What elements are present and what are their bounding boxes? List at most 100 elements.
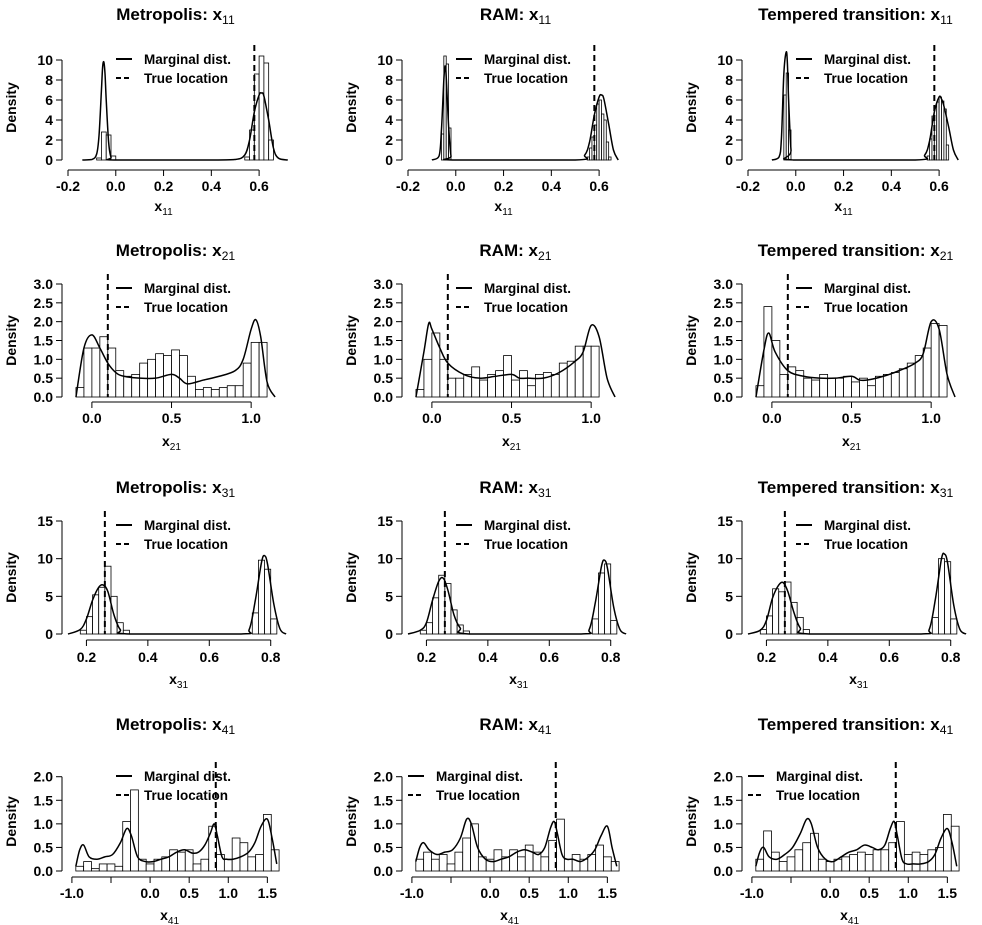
histogram-bar <box>446 863 456 872</box>
histogram-bar <box>604 563 612 635</box>
chart-title-subscript: 31 <box>222 486 236 500</box>
chart-title-main: Tempered transition: x <box>758 715 941 734</box>
y-tick-label: 1.0 <box>374 816 394 832</box>
y-tick-label: 15 <box>37 513 53 529</box>
x-axis-label: x21 <box>162 433 181 453</box>
y-tick-label: 0.0 <box>714 863 734 879</box>
histogram-bar <box>595 844 604 872</box>
chart-panel-12: Tempered transition: x410.00.51.01.52.0D… <box>683 715 960 925</box>
x-tick-label: 0.2 <box>834 178 854 194</box>
y-tick-label: 0 <box>45 152 53 168</box>
histogram-bar <box>114 865 124 872</box>
histogram-bar <box>263 62 270 161</box>
histogram-bar <box>462 837 471 872</box>
x-tick-label: 0.2 <box>494 178 514 194</box>
histogram-bar <box>563 858 573 872</box>
histogram-bar <box>778 861 788 872</box>
histogram-bar <box>92 594 100 635</box>
x-tick-label: 0.0 <box>480 885 500 901</box>
legend-label-true-location: True location <box>144 788 228 803</box>
histogram-bar <box>786 856 796 872</box>
x-tick-label: 0.5 <box>859 885 879 901</box>
histogram-bar <box>835 377 844 398</box>
y-tick-label: 1.5 <box>714 333 734 349</box>
histogram-bar <box>415 858 425 872</box>
legend: Marginal dist. True location <box>796 52 911 86</box>
histogram-bar <box>426 622 433 635</box>
legend-label-true-location: True location <box>824 71 908 86</box>
histogram-bar <box>202 387 212 398</box>
x-axis-label: x41 <box>500 907 519 925</box>
x-tick-label: 0.5 <box>519 885 539 901</box>
y-tick-label: 1.5 <box>34 333 54 349</box>
legend-label-marginal: Marginal dist. <box>436 769 523 784</box>
x-axis-label-main: x <box>509 671 517 687</box>
histogram-bar <box>210 389 220 398</box>
x-tick-label: 0.4 <box>882 178 902 194</box>
x-tick-label: -0.2 <box>736 178 760 194</box>
x-axis-label-subscript: 41 <box>508 916 520 925</box>
histogram <box>783 72 950 161</box>
y-tick-label: 3.0 <box>34 276 54 292</box>
x-tick-label: 0.4 <box>138 649 158 665</box>
histogram-bar <box>517 856 526 872</box>
x-tick-label: -0.2 <box>56 178 80 194</box>
histogram-bar <box>945 144 950 161</box>
chart-title-subscript: 11 <box>538 13 551 27</box>
x-axis-label-main: x <box>162 433 170 449</box>
y-axis-label: Density <box>343 82 359 133</box>
x-tick-label: 0.0 <box>446 178 466 194</box>
histogram-bar <box>841 856 851 872</box>
histogram-bar <box>258 55 265 161</box>
legend: Marginal dist. True location <box>796 518 911 552</box>
x-tick-label: 0.5 <box>842 410 862 426</box>
legend-label-marginal: Marginal dist. <box>824 281 911 296</box>
x-tick-label: 0.0 <box>786 178 806 194</box>
histogram-bar <box>911 851 921 872</box>
histogram-bar <box>825 861 835 872</box>
histogram-bar <box>608 156 612 161</box>
x-tick-label: 1.0 <box>219 885 239 901</box>
x-tick-label: 0.6 <box>540 649 560 665</box>
histogram-bar <box>857 851 866 872</box>
y-tick-label: 15 <box>717 513 733 529</box>
histogram-bar <box>187 375 196 398</box>
histogram-bar <box>803 377 813 398</box>
y-tick-label: 2.5 <box>374 295 394 311</box>
histogram-bar <box>255 854 264 872</box>
x-tick-label: 0.2 <box>154 178 174 194</box>
histogram-bar <box>763 830 772 872</box>
histogram-bar <box>171 349 180 398</box>
histogram-bar <box>231 837 241 872</box>
legend-label-marginal: Marginal dist. <box>484 281 571 296</box>
y-tick-label: 0.0 <box>34 389 54 405</box>
chart-title-main: Metropolis: x <box>116 241 222 260</box>
histogram-bar <box>463 373 473 398</box>
histogram-bar <box>779 373 789 398</box>
x-tick-label: 0.2 <box>417 649 437 665</box>
histogram-bar <box>550 373 560 398</box>
histogram-bar <box>447 377 457 398</box>
y-tick-label: 5 <box>725 588 733 604</box>
legend-label-true-location: True location <box>436 788 520 803</box>
legend-label-true-location: True location <box>484 537 568 552</box>
y-tick-label: 2 <box>385 132 393 148</box>
legend: Marginal dist. True location <box>116 52 231 86</box>
histogram-bar <box>99 336 109 398</box>
x-tick-label: 0.0 <box>820 885 840 901</box>
y-tick-label: 10 <box>717 551 733 567</box>
y-tick-label: 1.5 <box>374 333 394 349</box>
histogram-bar <box>771 851 780 872</box>
chart-title-main: Metropolis: x <box>116 5 222 24</box>
x-axis-label: x31 <box>169 671 188 691</box>
histogram-bar <box>851 381 860 398</box>
y-axis-label: Density <box>683 552 699 603</box>
x-axis-label-main: x <box>849 671 857 687</box>
legend-label-true-location: True location <box>776 788 860 803</box>
histogram-bar <box>218 387 228 398</box>
histogram-bar <box>943 814 952 872</box>
legend: Marginal dist. True location <box>748 769 863 803</box>
x-axis-label: x11 <box>834 198 853 218</box>
